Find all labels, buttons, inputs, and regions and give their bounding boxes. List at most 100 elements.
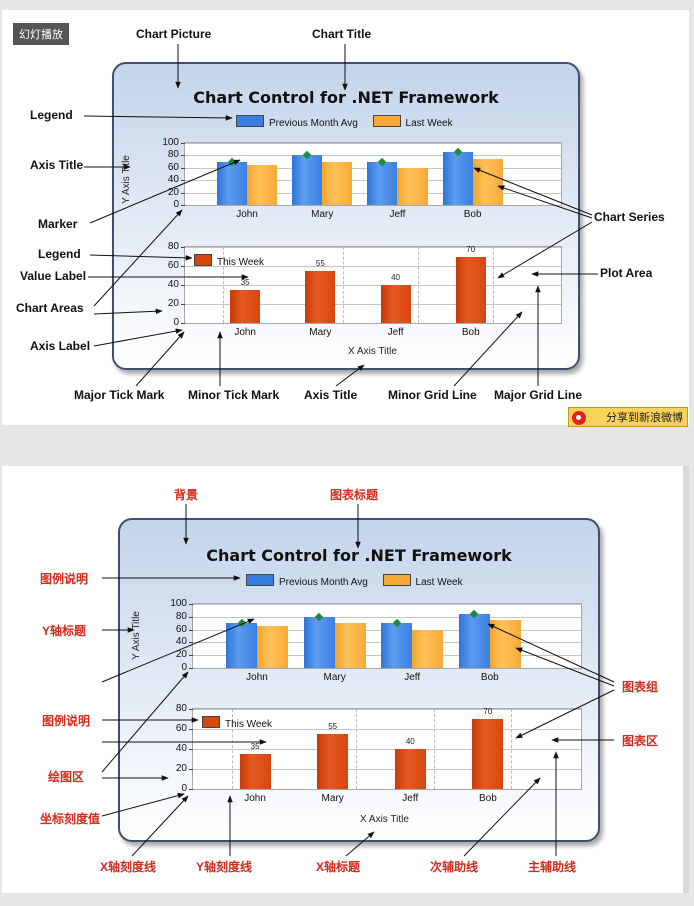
x-category-label: Jeff bbox=[389, 209, 406, 220]
legend-item: Previous Month Avg bbox=[236, 115, 358, 129]
x-category-label: Bob bbox=[480, 672, 499, 683]
y-tick-label: 80 bbox=[167, 149, 179, 161]
chart-picture-cn: Chart Control for .NET Framework Previou… bbox=[118, 518, 600, 842]
gridline bbox=[193, 769, 581, 770]
legend-item: Last Week bbox=[372, 115, 453, 129]
callout-chart-series: Chart Series bbox=[594, 210, 665, 224]
callout-y-axis-title-cn: Y轴标题 bbox=[42, 624, 87, 638]
callout-axis-label: Axis Label bbox=[30, 339, 91, 353]
callout-major-grid-cn: 主辅助线 bbox=[528, 860, 577, 874]
x-category-label: John bbox=[246, 672, 268, 683]
gridline bbox=[185, 155, 561, 157]
y-tick-mark bbox=[189, 655, 193, 657]
y-tick-mark bbox=[181, 180, 185, 182]
data-label: 70 bbox=[483, 707, 493, 716]
bar-this-week bbox=[305, 270, 336, 323]
y-tick-mark bbox=[181, 266, 185, 267]
minor-grid-line bbox=[418, 247, 420, 323]
gridline bbox=[193, 729, 581, 730]
plot-area-bottom: 0 20 40 60 80 35 John 55 Mary 40 Jeff 70 Bob bbox=[176, 704, 582, 804]
x-category-label: John bbox=[244, 793, 266, 804]
y-tick-mark bbox=[189, 604, 193, 605]
y-tick-label: 40 bbox=[175, 743, 187, 754]
plot-area-bottom: 0 20 40 60 80 35 John 55 Mary 40 Jeff 70 Bob bbox=[168, 242, 562, 338]
x-category-label: Bob bbox=[478, 793, 497, 804]
y-tick-mark bbox=[189, 642, 193, 644]
y-tick-label: 100 bbox=[170, 598, 187, 609]
data-label: 70 bbox=[466, 244, 476, 254]
x-category-label: Bob bbox=[463, 209, 482, 220]
legend-top: Previous Month Avg Last Week bbox=[246, 574, 463, 588]
y-tick-label: 60 bbox=[175, 723, 187, 734]
callout-chart-picture: Chart Picture bbox=[136, 27, 212, 41]
callout-axis-title: Axis Title bbox=[30, 158, 84, 172]
y-tick-mark bbox=[189, 769, 193, 770]
gridline bbox=[193, 604, 581, 605]
callout-axis-value-cn: 坐标刻度值 bbox=[40, 812, 101, 826]
callout-legend: Legend bbox=[30, 108, 73, 122]
y-tick-label: 20 bbox=[167, 186, 179, 198]
bar-this-week bbox=[394, 749, 426, 789]
x-category-label: Bob bbox=[461, 327, 480, 338]
bar-previous-month-avg bbox=[381, 623, 413, 668]
y-tick-mark bbox=[189, 729, 193, 730]
bar-previous-month-avg bbox=[303, 616, 335, 668]
x-category-label: John bbox=[234, 327, 256, 338]
slideshow-button[interactable]: 幻灯播放 bbox=[13, 23, 69, 45]
bar-last-week bbox=[472, 158, 503, 205]
gridline bbox=[185, 285, 561, 286]
y-tick-label: 40 bbox=[167, 279, 179, 290]
x-category-label: Mary bbox=[323, 672, 346, 683]
callout-arrows-top bbox=[83, 44, 598, 387]
bar-last-week bbox=[247, 164, 278, 205]
legend-top: Previous Month Avg Last Week bbox=[236, 115, 453, 129]
y-tick-label: 100 bbox=[162, 137, 179, 148]
callout-value-label: Value Label bbox=[20, 269, 87, 283]
y-tick-mark bbox=[189, 629, 193, 631]
plot-area-top: 0 20 40 60 80 100 John Mary Jeff Bob bbox=[162, 138, 562, 220]
y-tick-label: 20 bbox=[175, 649, 187, 661]
x-category-label: Mary bbox=[311, 209, 334, 220]
y-tick-label: 0 bbox=[173, 317, 179, 328]
y-tick-mark bbox=[181, 205, 185, 206]
callout-chart-areas: Chart Areas bbox=[16, 301, 84, 315]
chart-title: Chart Control for .NET Framework bbox=[193, 88, 499, 107]
y-tick-mark bbox=[181, 192, 185, 194]
callout-legend-cn: 图例说明 bbox=[40, 572, 89, 586]
data-label: 40 bbox=[405, 737, 415, 746]
y-tick-mark bbox=[189, 709, 193, 710]
y-tick-mark bbox=[189, 668, 193, 669]
y-tick-mark bbox=[181, 247, 185, 248]
bar-this-week bbox=[380, 285, 411, 323]
minor-grid-line bbox=[342, 247, 344, 323]
y-tick-label: 20 bbox=[175, 763, 187, 774]
callout-background: 背景 bbox=[174, 488, 199, 502]
x-axis-title: X Axis Title bbox=[360, 814, 409, 825]
callout-major-tick-mark: Major Tick Mark bbox=[74, 388, 165, 402]
y-tick-label: 60 bbox=[167, 161, 179, 173]
callout-minor-tick-mark: Minor Tick Mark bbox=[188, 388, 280, 402]
data-label: 35 bbox=[250, 742, 260, 751]
minor-grid-line bbox=[511, 709, 513, 789]
bottom-diagram-panel: Chart Control for .NET Framework Previou… bbox=[2, 466, 689, 893]
y-tick-label: 60 bbox=[175, 623, 187, 635]
callout-chart-title-cn: 图表标题 bbox=[330, 488, 379, 502]
y-tick-mark bbox=[181, 143, 185, 144]
minor-grid-line bbox=[222, 247, 224, 323]
callout-chart-title: Chart Title bbox=[312, 27, 372, 41]
minor-grid-line bbox=[355, 709, 357, 789]
legend-bottom: This Week bbox=[194, 254, 264, 268]
bar-previous-month-avg bbox=[442, 152, 473, 205]
y-tick-label: 40 bbox=[167, 174, 179, 186]
y-tick-mark bbox=[189, 749, 193, 750]
y-tick-mark bbox=[181, 285, 185, 286]
bar-previous-month-avg bbox=[458, 613, 490, 668]
bar-last-week bbox=[397, 167, 428, 205]
share-weibo-button[interactable]: 分享到新浪微博 bbox=[568, 407, 688, 427]
callout-chart-area-cn: 图表区 bbox=[622, 734, 659, 748]
bar-last-week bbox=[334, 623, 366, 668]
y-tick-label: 0 bbox=[181, 662, 187, 673]
callout-x-tick-line-cn: X轴刻度线 bbox=[100, 860, 157, 874]
bar-previous-month-avg bbox=[367, 161, 398, 205]
bar-previous-month-avg bbox=[292, 155, 323, 205]
